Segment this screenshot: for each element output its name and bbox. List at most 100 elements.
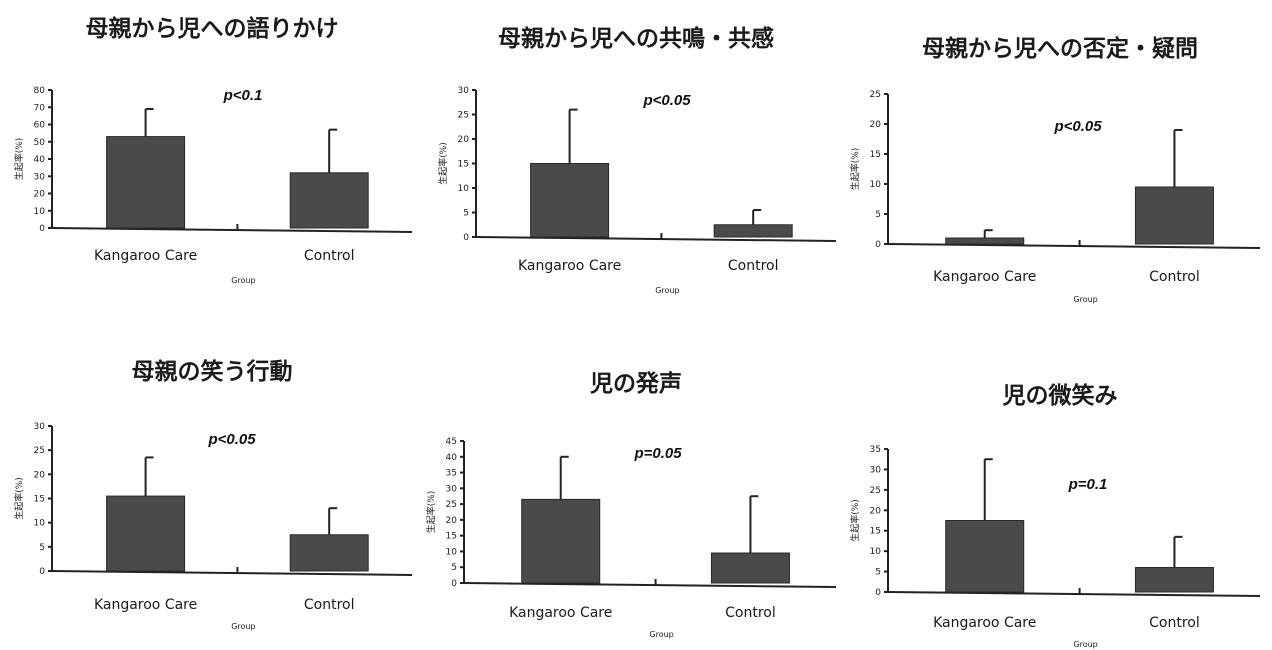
- y-tick-label: 30: [34, 172, 46, 182]
- chart-title: 児の微笑み: [1002, 382, 1118, 409]
- p-value-annotation: p=0.05: [633, 445, 682, 462]
- x-axis-line: [887, 243, 1261, 249]
- category-label: Control: [304, 248, 355, 264]
- bar-chart-1: 母親から児への語りかけ p<0.1 0 10 20 30 40 50 60 70 80 生起率(%) K…: [13, 15, 413, 285]
- x-axis-label: Group: [649, 630, 673, 639]
- p-value-annotation: p<0.05: [207, 431, 256, 448]
- y-tick-label: 35: [870, 445, 881, 455]
- chart-title: 母親から児への共鳴・共感: [498, 25, 774, 52]
- bar-control: [289, 534, 369, 572]
- x-axis-line: [51, 227, 413, 233]
- y-tick-label: 30: [34, 422, 46, 432]
- y-tick-label: 15: [870, 150, 881, 160]
- y-axis-label: 生起率(%): [437, 142, 449, 185]
- p-value-annotation: p<0.05: [642, 92, 691, 109]
- y-tick-label: 10: [870, 180, 882, 190]
- x-axis-line: [887, 591, 1261, 597]
- y-tick-label: 15: [34, 495, 45, 505]
- x-axis-line: [51, 570, 413, 576]
- y-tick-label: 15: [870, 527, 881, 537]
- y-tick-label: 60: [34, 121, 46, 131]
- category-label: Kangaroo Care: [518, 258, 621, 274]
- chart-panel-3: 母親から児への否定・疑問 p<0.05 0 5 10 15 20 25 生起率(%) Kangar…: [848, 0, 1272, 325]
- category-label: Kangaroo Care: [509, 605, 612, 621]
- bar-chart-2: 母親から児への共鳴・共感 p<0.05 0 5 10 15 20 25 30 生起率(%) Kang…: [437, 25, 837, 295]
- y-tick-label: 50: [34, 138, 46, 148]
- y-tick-label: 40: [34, 155, 46, 165]
- y-tick-label: 20: [446, 516, 458, 526]
- y-tick-label: 20: [870, 506, 882, 516]
- bar-chart-4: 母親の笑う行動 p<0.05 0 5 10 15 20 25 30 生起率(%) Kangaroo …: [13, 358, 413, 631]
- y-tick-label: 0: [875, 588, 881, 598]
- y-tick-label: 10: [34, 519, 46, 529]
- y-tick-label: 5: [875, 210, 881, 220]
- y-tick-label: 15: [446, 532, 457, 542]
- chart-panel-6: 児の微笑み p=0.1 0 5 10 15 20 25 30 35 生起率(%) Kangaroo C…: [848, 325, 1272, 650]
- y-tick-label: 25: [458, 111, 469, 121]
- y-tick-label: 10: [446, 547, 458, 557]
- bar-kangaroo-care: [106, 495, 186, 572]
- x-axis-label: Group: [231, 276, 255, 285]
- y-tick-label: 0: [451, 579, 457, 589]
- bar-chart-5: 児の発声 p=0.05 0 5 10 15 20 25 30 35 40 45 生起率(%) Kangar…: [425, 371, 837, 639]
- y-axis-label: 生起率(%): [425, 491, 437, 534]
- y-tick-label: 5: [875, 568, 881, 578]
- category-label: Control: [1149, 269, 1200, 285]
- y-tick-label: 5: [451, 563, 457, 573]
- p-value-annotation: p=0.1: [1068, 476, 1108, 493]
- bar-control: [710, 552, 790, 584]
- y-tick-label: 25: [870, 486, 881, 496]
- category-label: Kangaroo Care: [933, 615, 1036, 631]
- bar-control: [1134, 566, 1214, 593]
- bar-kangaroo-care: [945, 237, 1025, 245]
- y-tick-label: 30: [446, 484, 458, 494]
- y-axis-label: 生起率(%): [849, 148, 861, 191]
- bar-kangaroo-care: [106, 136, 186, 229]
- y-tick-label: 20: [870, 120, 882, 130]
- y-axis-label: 生起率(%): [13, 138, 25, 181]
- x-axis-label: Group: [231, 622, 255, 631]
- x-axis-line: [475, 236, 837, 242]
- category-label: Kangaroo Care: [94, 248, 197, 264]
- chart-title: 母親の笑う行動: [132, 358, 293, 385]
- bar-kangaroo-care: [945, 520, 1025, 593]
- y-tick-label: 25: [870, 90, 881, 100]
- category-label: Kangaroo Care: [94, 597, 197, 613]
- y-axis-label: 生起率(%): [13, 477, 25, 520]
- bar-control: [289, 172, 369, 229]
- chart-panel-5: 児の発声 p=0.05 0 5 10 15 20 25 30 35 40 45 生起率(%) Kangar…: [424, 325, 848, 650]
- p-value-annotation: p<0.05: [1053, 118, 1102, 135]
- y-tick-label: 30: [458, 86, 470, 96]
- y-tick-label: 0: [875, 240, 881, 250]
- chart-panel-2: 母親から児への共鳴・共感 p<0.05 0 5 10 15 20 25 30 生起率(%) Kang…: [424, 0, 848, 325]
- chart-title: 母親から児への語りかけ: [86, 15, 339, 42]
- x-axis-label: Group: [1073, 640, 1097, 649]
- y-tick-label: 5: [39, 543, 45, 553]
- y-tick-label: 20: [34, 190, 46, 200]
- y-tick-label: 40: [446, 453, 458, 463]
- x-axis-line: [463, 582, 837, 588]
- bar-kangaroo-care: [530, 163, 610, 238]
- y-tick-label: 20: [34, 470, 46, 480]
- y-tick-label: 20: [458, 135, 470, 145]
- category-label: Control: [1149, 615, 1200, 631]
- y-tick-label: 10: [870, 547, 882, 557]
- category-label: Kangaroo Care: [933, 269, 1036, 285]
- y-tick-label: 45: [446, 437, 457, 447]
- bar-kangaroo-care: [521, 498, 601, 584]
- category-label: Control: [304, 597, 355, 613]
- bar-control: [713, 224, 793, 238]
- y-tick-label: 10: [34, 207, 46, 217]
- y-tick-label: 25: [34, 446, 45, 456]
- bar-chart-3: 母親から児への否定・疑問 p<0.05 0 5 10 15 20 25 生起率(%) Kangar…: [849, 35, 1261, 304]
- y-tick-label: 15: [458, 160, 469, 170]
- chart-panel-1: 母親から児への語りかけ p<0.1 0 10 20 30 40 50 60 70 80 生起率(%) K…: [0, 0, 424, 325]
- y-tick-label: 0: [463, 233, 469, 243]
- y-tick-label: 5: [463, 209, 469, 219]
- y-tick-label: 35: [446, 469, 457, 479]
- chart-title: 母親から児への否定・疑問: [922, 35, 1198, 62]
- y-tick-label: 0: [39, 567, 45, 577]
- chart-title: 児の発声: [589, 371, 682, 397]
- p-value-annotation: p<0.1: [223, 87, 263, 104]
- y-tick-label: 30: [870, 465, 882, 475]
